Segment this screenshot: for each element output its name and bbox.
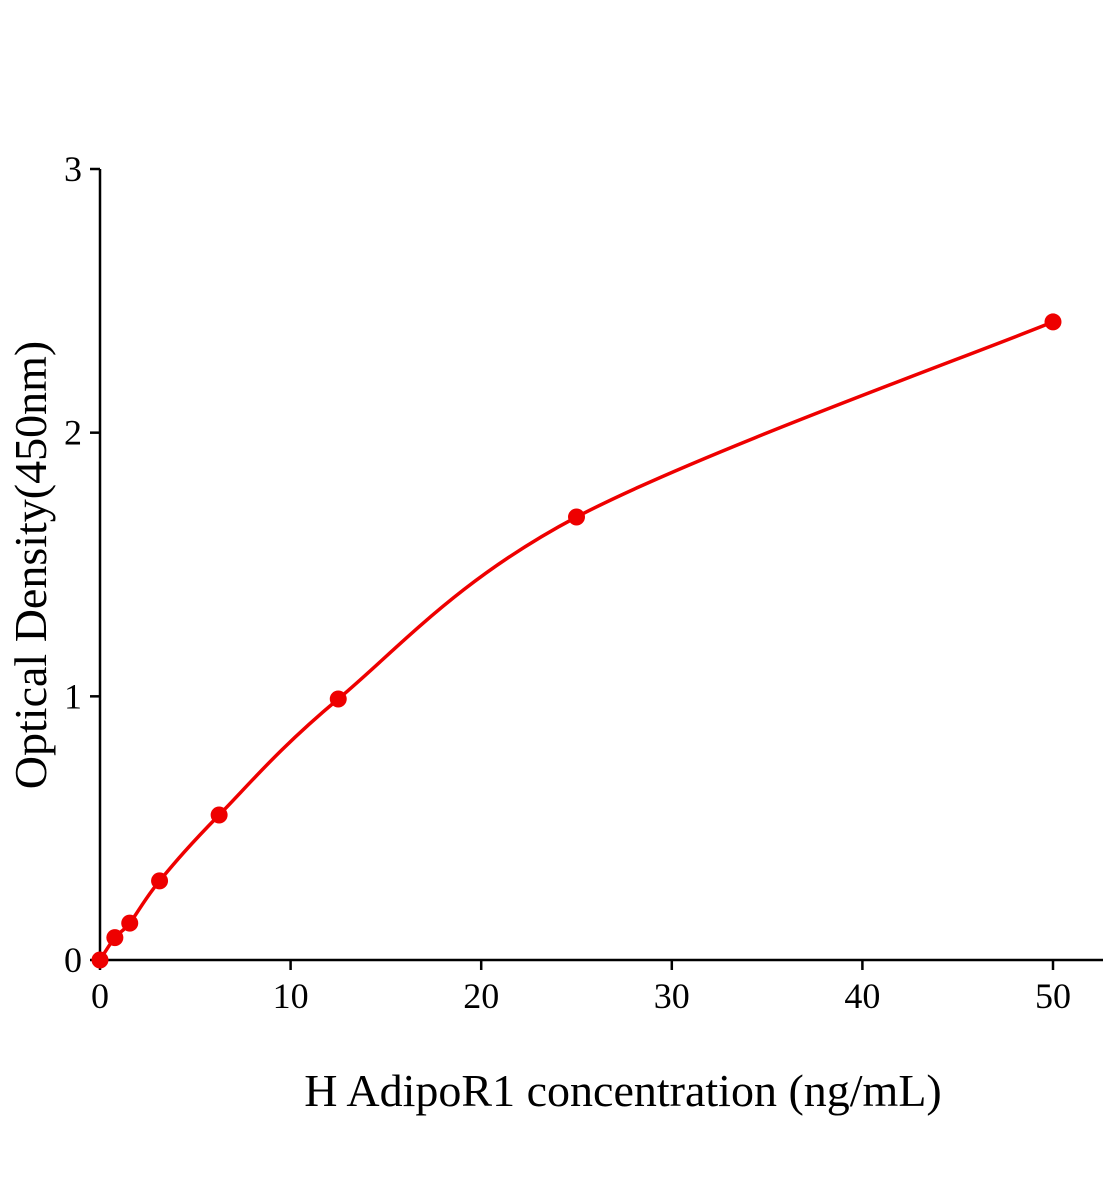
y-tick-label: 0 <box>64 940 82 980</box>
x-tick-label: 50 <box>1035 976 1071 1016</box>
data-point <box>329 690 347 708</box>
data-point <box>568 508 585 526</box>
data-point <box>91 951 109 969</box>
data-point <box>106 929 124 947</box>
y-tick-label: 1 <box>64 676 82 716</box>
y-tick-label: 3 <box>64 149 82 189</box>
data-point <box>1044 313 1062 331</box>
y-axis-title: Optical Density(450nm) <box>5 341 56 789</box>
y-tick-label: 2 <box>64 413 82 453</box>
data-point <box>210 806 228 824</box>
data-point <box>121 914 139 932</box>
x-axis-title: H AdipoR1 concentration (ng/mL) <box>304 1065 942 1116</box>
axes: 0 10 20 30 40 50 0 1 2 3 <box>64 149 1103 1016</box>
x-tick-label: 40 <box>844 976 880 1016</box>
x-tick-label: 20 <box>463 976 499 1016</box>
fitted-curve-layer <box>98 320 1054 961</box>
fitted-curve <box>98 320 1054 961</box>
x-tick-label: 0 <box>91 976 109 1016</box>
x-tick-label: 30 <box>654 976 690 1016</box>
data-point <box>151 872 169 890</box>
data-points-layer <box>91 313 1062 969</box>
x-tick-label: 10 <box>273 976 309 1016</box>
